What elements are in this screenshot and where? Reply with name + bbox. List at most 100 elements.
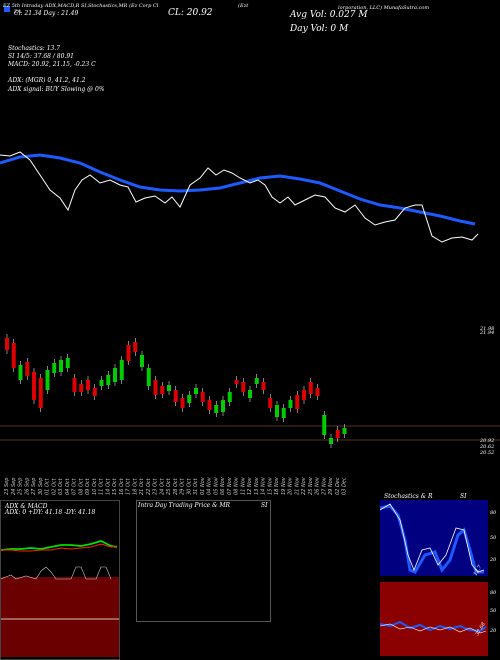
avg-vol: Avg Vol: 0.027 M [290, 10, 368, 20]
intraday-box [136, 500, 271, 622]
candle-up [18, 365, 23, 380]
adx-values: ADX: 0 +DY: 41.18 -DY: 41.18 [5, 509, 96, 516]
candle-down [302, 390, 306, 400]
price-label-top2: 21.94 [479, 330, 494, 336]
stoch-lines: 13.7 37.68 [380, 503, 487, 637]
x-tick-label: 28 Oct [173, 477, 179, 495]
candle-up [342, 428, 347, 434]
x-tick-label: 04 Oct [65, 477, 71, 495]
candle-up [187, 395, 192, 403]
header-zone: ZA [14, 9, 22, 15]
x-tick-label: 22 Oct [146, 477, 152, 495]
si-value-label: 37.68 [475, 622, 487, 637]
stoch-title: Stochastics & R [384, 493, 433, 500]
day-vol: Day Vol: 0 M [290, 24, 349, 34]
price-ma-chart [0, 151, 479, 243]
x-tick-label: 19 Nov [281, 476, 287, 495]
candle-up [65, 358, 70, 368]
adx-lines [1, 540, 119, 620]
candle-up [329, 438, 333, 444]
candle-down [5, 338, 9, 350]
stoch-value-label: 13.7 [473, 564, 484, 577]
price-label-top: 21.98 [479, 326, 494, 332]
candle-up [322, 415, 327, 435]
adx-signal: ADX signal: BUY Slowing @ 0% [8, 86, 105, 93]
macd-subpanel [1, 577, 119, 657]
candle-down [126, 345, 131, 361]
x-tick-label: 31 Oct [193, 477, 199, 495]
price-line [0, 151, 479, 243]
x-tick-label: 16 Oct [119, 477, 125, 495]
x-tick-label: 02 Dec [335, 477, 341, 495]
x-tick-label: 18 Oct [132, 477, 138, 495]
candle-up [119, 360, 124, 380]
x-tick-label: 11 Nov [240, 476, 246, 495]
x-tick-label: 25 Sep [18, 478, 24, 495]
header-title-b: (Ezt [238, 3, 249, 9]
x-axis-labels: 23 Sep 24 Sep 25 Sep 26 Sep 27 Sep 30 Sep 01 O… [4, 476, 348, 495]
x-tick-label: 14 Nov [261, 476, 267, 495]
x-tick-label: 09 Oct [85, 477, 91, 495]
x-tick-label: 08 Oct [78, 477, 84, 495]
stoch-level-20: 20 [490, 557, 497, 563]
candle-down [86, 380, 90, 390]
price-label-low2: 20.52 [479, 450, 494, 456]
x-tick-label: 13 Nov [254, 476, 260, 495]
candle-up [281, 408, 286, 418]
adx-readout: ADX: (MGR) 0, 41.2, 41.2 [8, 77, 86, 84]
x-tick-label: 26 Sep [24, 478, 30, 495]
si-level-20: 20 [490, 628, 497, 634]
candle-down [180, 398, 185, 408]
candle-up [221, 400, 225, 412]
candle-down [11, 343, 16, 368]
adx-macd-panel: ADX & MACD ADX: 0 +DY: 41.18 -DY: 41.18 [0, 500, 120, 660]
candle-down [241, 382, 246, 392]
x-tick-label: 15 Oct [112, 477, 118, 495]
x-tick-label: 08 Nov [234, 476, 240, 495]
si-level-50: 50 [490, 608, 497, 614]
candle-down [268, 398, 273, 408]
macd-readout: MACD: 20.92, 21.15, -0.23 C [8, 61, 96, 68]
x-tick-label: 23 Oct [153, 477, 159, 495]
price-label-low1: 20.62 [479, 444, 494, 450]
candle-down [160, 386, 165, 394]
header: EZ 5th Intraday ADX,MACD,R SI,Stochastic… [0, 0, 500, 93]
candle-down [173, 390, 178, 402]
x-tick-label: 22 Nov [301, 476, 307, 495]
x-tick-label: 03 Oct [58, 477, 64, 495]
x-tick-label: 01 Nov [200, 476, 206, 495]
candle-up [140, 355, 144, 367]
x-tick-label: 11 Oct [99, 477, 105, 495]
stoch-level-50: 50 [490, 535, 497, 541]
x-tick-label: 27 Sep [31, 478, 37, 495]
candle-up [45, 370, 50, 390]
candle-up [52, 363, 57, 373]
stoch-level-80: 80 [490, 510, 497, 516]
candle-up [99, 380, 104, 386]
x-tick-label: 29 Nov [328, 476, 334, 495]
candle-up [254, 378, 259, 384]
x-tick-label: 02 Oct [51, 477, 57, 495]
x-tick-label: 06 Nov [220, 476, 226, 495]
candle-down [308, 382, 313, 394]
candle-down [133, 342, 138, 352]
candle-up [288, 400, 293, 408]
intraday-title: Intra Day Trading Price & MR [138, 502, 231, 509]
candle-down [207, 400, 212, 410]
x-tick-label: 17 Oct [126, 477, 132, 495]
stoch-si: SI [460, 493, 467, 500]
x-tick-label: 14 Oct [105, 477, 111, 495]
x-tick-label: 20 Nov [288, 476, 294, 495]
candle-down [295, 395, 300, 409]
candle-down [153, 380, 158, 395]
x-tick-label: 07 Nov [227, 476, 233, 495]
x-tick-label: 30 Sep [38, 478, 44, 495]
x-tick-label: 27 Nov [321, 476, 327, 495]
x-tick-label: 10 Oct [92, 477, 98, 495]
company-name: lorporation, LLC) MunafaSutra.com [338, 5, 430, 11]
stoch-subpanel [380, 500, 488, 576]
candle-up [214, 405, 219, 413]
si-readout: SI 14/5: 37.68 / 80.91 [8, 53, 74, 60]
si-level-80: 80 [490, 590, 497, 596]
stoch-rsi-panel: Stochastics & R SI 80 50 20 80 50 20 13.… [380, 493, 500, 660]
